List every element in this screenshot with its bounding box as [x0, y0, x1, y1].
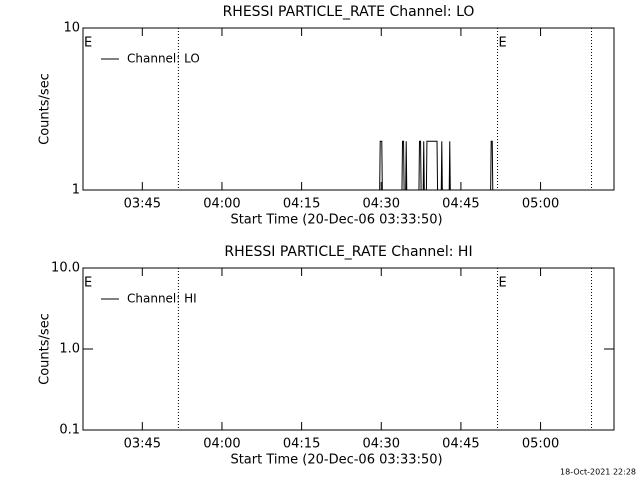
y-tick-label: 0.1 [59, 423, 80, 438]
plot-frame [82, 267, 615, 431]
data-line [83, 140, 494, 190]
x-axis-label: Start Time (20-Dec-06 03:33:50) [230, 453, 442, 468]
x-tick-label: 04:30 [363, 437, 400, 452]
x-axis-label: Start Time (20-Dec-06 03:33:50) [230, 213, 442, 228]
y-axis-label: Counts/sec [38, 73, 53, 145]
x-tick-label: 04:30 [363, 197, 400, 212]
chart-title: RHESSI PARTICLE_RATE Channel: LO [223, 4, 475, 20]
chart-title: RHESSI PARTICLE_RATE Channel: HI [224, 244, 472, 260]
plot-frame [82, 27, 615, 191]
event-label: E [499, 36, 507, 51]
x-tick-label: 04:45 [442, 437, 479, 452]
y-tick-label: 10.0 [51, 261, 80, 276]
x-tick-label: 04:00 [203, 197, 240, 212]
legend-label: Channel: LO [127, 52, 200, 66]
x-tick-label: 04:00 [203, 437, 240, 452]
x-tick-label: 03:45 [124, 437, 161, 452]
y-axis-label: Counts/sec [38, 313, 53, 385]
x-tick-label: 04:45 [442, 197, 479, 212]
y-tick-label: 1 [72, 183, 80, 198]
x-tick-label: 04:15 [283, 197, 320, 212]
y-tick-label: 10 [63, 21, 80, 36]
event-label: E [84, 276, 92, 291]
legend-label: Channel: HI [127, 292, 197, 306]
event-label: E [84, 36, 92, 51]
x-tick-label: 04:15 [283, 437, 320, 452]
x-tick-label: 05:00 [522, 197, 559, 212]
event-label: E [499, 276, 507, 291]
footer: 18-Oct-2021 22:28 [560, 468, 636, 477]
x-tick-label: 05:00 [522, 437, 559, 452]
x-tick-label: 03:45 [124, 197, 161, 212]
y-tick-label: 1.0 [59, 342, 80, 357]
